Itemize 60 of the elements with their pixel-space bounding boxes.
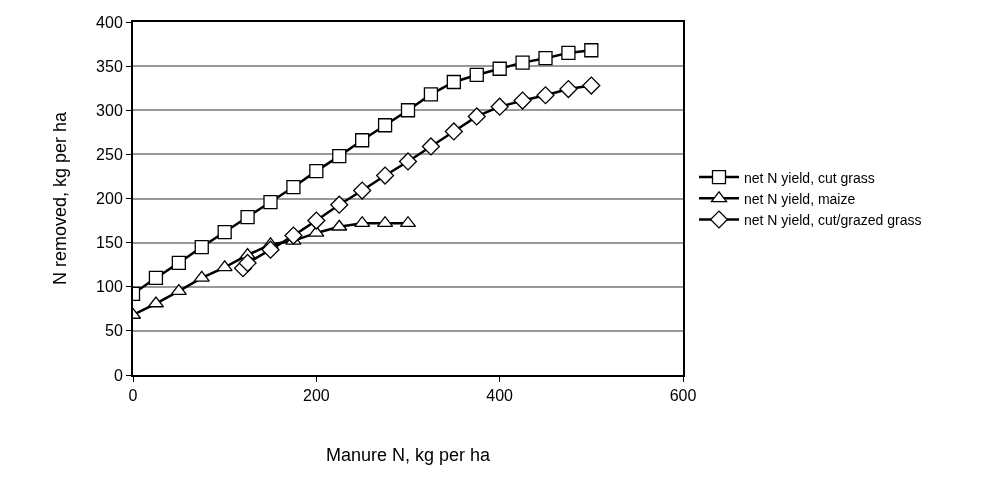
y-tick-label: 350 — [96, 57, 123, 75]
legend-label: net N yield, cut/grazed grass — [744, 211, 922, 228]
y-tick-label: 0 — [113, 366, 123, 384]
x-tick-label: 600 — [669, 387, 697, 405]
point — [467, 107, 486, 126]
point — [515, 55, 530, 70]
point — [353, 181, 372, 200]
legend-label: net N yield, maize — [744, 190, 856, 207]
x-tick-label: 200 — [302, 387, 330, 405]
y-tick-label: 250 — [96, 145, 123, 163]
x-axis-title: Manure N, kg per ha — [325, 444, 492, 465]
point — [559, 79, 578, 99]
point — [354, 216, 371, 228]
point — [216, 260, 233, 272]
point — [307, 211, 326, 230]
point — [331, 219, 348, 231]
point — [584, 43, 599, 58]
point — [423, 87, 439, 102]
point — [446, 74, 461, 90]
point — [308, 225, 325, 237]
point — [330, 195, 349, 214]
y-tick-label: 300 — [96, 101, 123, 119]
point — [238, 253, 257, 273]
point — [194, 239, 209, 255]
point — [217, 224, 232, 240]
point — [193, 270, 210, 282]
point — [309, 163, 324, 179]
point — [421, 137, 441, 156]
point — [582, 76, 601, 95]
x-tick-label: 0 — [128, 387, 138, 405]
point — [263, 194, 278, 210]
point — [377, 118, 393, 133]
y-axis-title: N removed, kg per ha — [49, 110, 70, 286]
point — [375, 166, 395, 185]
point — [398, 152, 418, 171]
legend-label: net N yield, cut grass — [744, 169, 875, 186]
point — [148, 270, 164, 286]
y-tick-label: 50 — [105, 322, 123, 340]
point — [286, 179, 301, 195]
point — [536, 86, 555, 105]
point — [513, 91, 532, 110]
point — [469, 67, 484, 83]
point — [332, 148, 347, 164]
point — [444, 122, 463, 141]
point — [171, 255, 186, 271]
y-tick-label: 400 — [96, 13, 123, 31]
point — [492, 61, 507, 76]
point — [170, 284, 187, 296]
point — [284, 226, 303, 245]
point — [490, 97, 509, 116]
point — [261, 240, 280, 259]
point — [240, 209, 255, 225]
y-tick-label: 150 — [96, 234, 123, 252]
point — [355, 133, 370, 148]
x-tick-label: 400 — [486, 387, 514, 405]
point — [538, 51, 553, 66]
point — [400, 103, 416, 118]
point — [561, 45, 576, 61]
y-tick-label: 100 — [96, 278, 123, 296]
y-tick-label: 200 — [96, 190, 123, 208]
